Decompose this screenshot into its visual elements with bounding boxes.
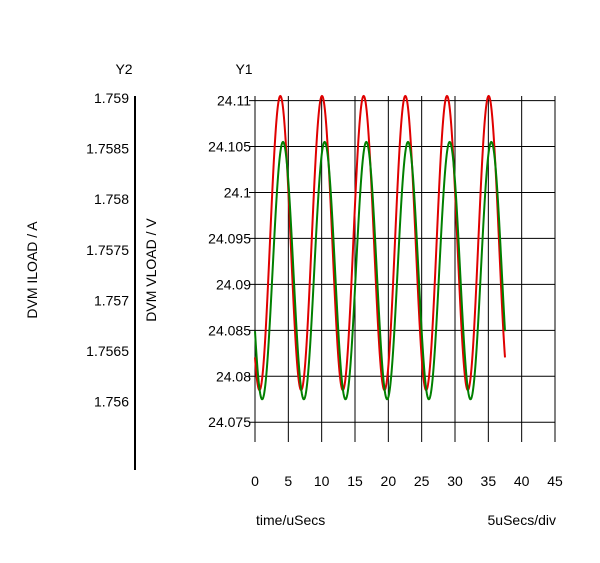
y2-tick-labels: 1.759 1.7585 1.758 1.7575 1.757 1.7565 1.756 xyxy=(86,90,129,410)
y2-tick-label: 1.7585 xyxy=(86,141,129,157)
y1-axis-label: DVM VLOAD / V xyxy=(143,218,159,322)
y1-tick-label: 24.095 xyxy=(208,230,251,246)
y1-tick-label: 24.085 xyxy=(208,322,251,338)
x-tick-label: 10 xyxy=(314,473,330,489)
y2-tick-label: 1.758 xyxy=(94,191,129,207)
y2-tick-label: 1.757 xyxy=(94,292,129,308)
grid xyxy=(249,96,556,442)
x-tick-label: 5 xyxy=(284,473,292,489)
y1-tick-label: 24.11 xyxy=(217,93,251,109)
y2-axis-header: Y2 xyxy=(115,61,132,77)
y2-axis-label: DVM ILOAD / A xyxy=(24,221,40,319)
x-axis-label: time/uSecs xyxy=(256,512,325,528)
x-tick-label: 20 xyxy=(381,473,397,489)
y2-tick-label: 1.759 xyxy=(94,90,129,106)
y2-tick-label: 1.756 xyxy=(94,394,129,410)
y1-tick-label: 24.075 xyxy=(208,414,251,430)
y1-tick-label: 24.08 xyxy=(216,368,251,384)
x-tick-label: 25 xyxy=(414,473,430,489)
x-tick-label: 35 xyxy=(481,473,497,489)
x-scale-note: 5uSecs/div xyxy=(488,512,556,528)
x-tick-label: 15 xyxy=(347,473,363,489)
x-tick-label: 40 xyxy=(514,473,530,489)
y2-tick-label: 1.7565 xyxy=(86,343,129,359)
series-line-2 xyxy=(254,140,506,401)
series-line-1 xyxy=(254,94,506,392)
y1-tick-label: 24.105 xyxy=(208,139,251,155)
series-group xyxy=(254,94,506,401)
y1-tick-labels: 24.11 24.105 24.1 24.095 24.09 24.085 24.08 24.… xyxy=(208,93,251,431)
x-tick-labels: 0 5 10 15 20 25 30 35 40 45 xyxy=(251,473,563,489)
x-tick-label: 30 xyxy=(447,473,463,489)
y2-tick-label: 1.7575 xyxy=(86,242,129,258)
y1-tick-label: 24.09 xyxy=(216,276,251,292)
y1-axis-header: Y1 xyxy=(235,61,252,77)
x-tick-label: 0 xyxy=(251,473,259,489)
x-tick-label: 45 xyxy=(547,473,563,489)
y1-tick-label: 24.1 xyxy=(224,184,251,200)
